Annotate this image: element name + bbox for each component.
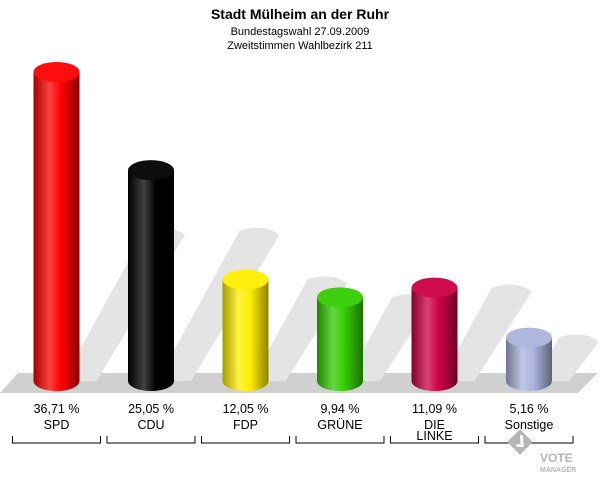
category-bracket-cdu [106,436,196,444]
logo-vote-text: VOTE [540,451,573,465]
bar-fdp [222,269,269,392]
value-label-gr-ne: 9,94 % [321,402,360,416]
chart-subtitle-district: Zweitstimmen Wahlbezirk 211 [227,40,373,52]
bar-spd [33,62,80,392]
value-label-fdp: 12,05 % [223,402,269,416]
bar-die-linke [411,277,458,392]
category-bracket-gr-ne [295,436,385,444]
category-label-sonstige: Sonstige [505,418,554,432]
bar-shadow-cdu [157,227,280,381]
value-label-die-linke: 11,09 % [412,402,457,416]
vote-manager-logo: VOTE MANAGER [507,429,576,474]
ballot-check-icon [507,429,533,455]
bar-shadow-gr-ne [346,294,433,381]
chart-title: Stadt Mülheim an der Ruhr [211,6,390,22]
value-label-cdu: 25,05 % [128,402,174,416]
category-label-die-linke-line1: DIE [424,418,445,432]
chart-subtitle-date: Bundestagswahl 27.09.2009 [231,26,370,38]
category-label-fdp: FDP [233,418,258,432]
value-label-spd: 36,71 % [34,402,80,416]
bar-shadow-die-linke [440,284,532,381]
bar-gr-ne [317,287,363,391]
category-label-gr-ne: GRÜNE [317,418,362,432]
category-label-spd: SPD [44,418,70,432]
category-bracket-die-linke [390,436,479,444]
logo-manager-text: MANAGER [540,467,576,474]
category-label-cdu: CDU [137,418,164,432]
bars-group [33,62,552,392]
labels-group: 36,71 % SPD 25,05 % CDU 12,05 % FDP 9,94 % GRÜN… [12,402,574,444]
category-bracket-spd [12,436,101,444]
category-label-die-linke-line2: LINKE [416,429,452,443]
category-bracket-fdp [201,436,290,444]
bar-sonstige [506,327,552,391]
bar-cdu [128,160,174,391]
value-label-sonstige: 5,16 % [510,402,549,416]
